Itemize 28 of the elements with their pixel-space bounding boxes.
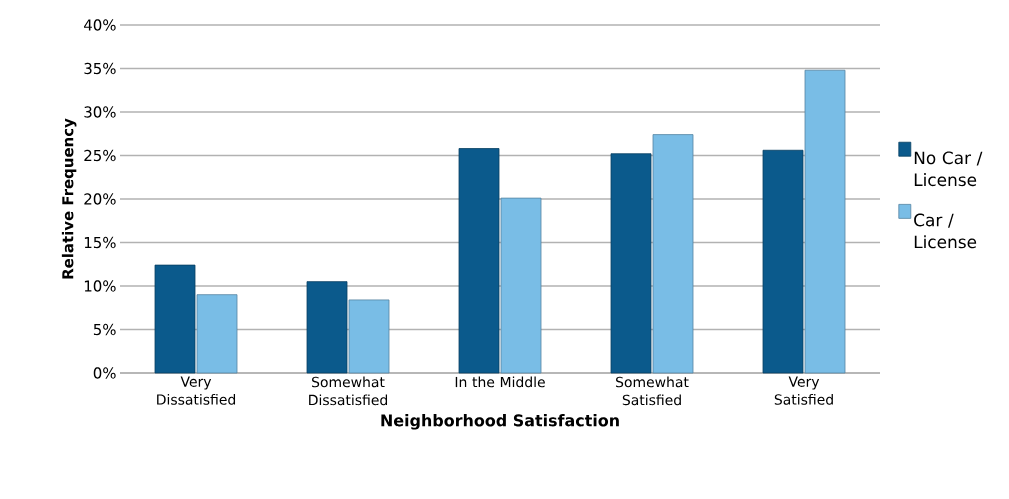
bar [458, 148, 500, 374]
bar [154, 264, 196, 374]
x-tick-label: Somewhat Satisfied [616, 376, 689, 406]
y-tick-label: 30% [84, 106, 116, 118]
x-tick-label: Very Satisfied [774, 376, 833, 405]
bar [652, 134, 694, 374]
bar [306, 281, 348, 374]
bar [348, 299, 390, 374]
x-tick-label: In the Middle [455, 376, 545, 388]
y-axis-title: Relative Frequency [61, 118, 77, 279]
bar [610, 153, 652, 374]
x-tick-label: Very Dissatisfied [157, 376, 236, 405]
y-tick-label: 10% [84, 280, 116, 292]
bar [762, 149, 804, 374]
bar [500, 197, 542, 374]
y-tick-label: 25% [84, 149, 116, 162]
y-tick-label: 20% [84, 193, 116, 205]
x-axis-title: Neighborhood Satisfaction [381, 414, 619, 430]
y-tick-label: 0% [93, 367, 116, 379]
y-tick-label: 40% [84, 19, 116, 31]
y-tick-label: 15% [84, 236, 116, 249]
legend-label: No Car / License [914, 151, 983, 187]
legend-label: Car / License [914, 213, 977, 249]
x-tick-label: Somewhat Dissatisfied [309, 376, 388, 406]
bar [196, 294, 238, 374]
bar [804, 69, 846, 374]
y-tick-label: 35% [84, 62, 116, 75]
y-tick-label: 5% [93, 323, 116, 336]
